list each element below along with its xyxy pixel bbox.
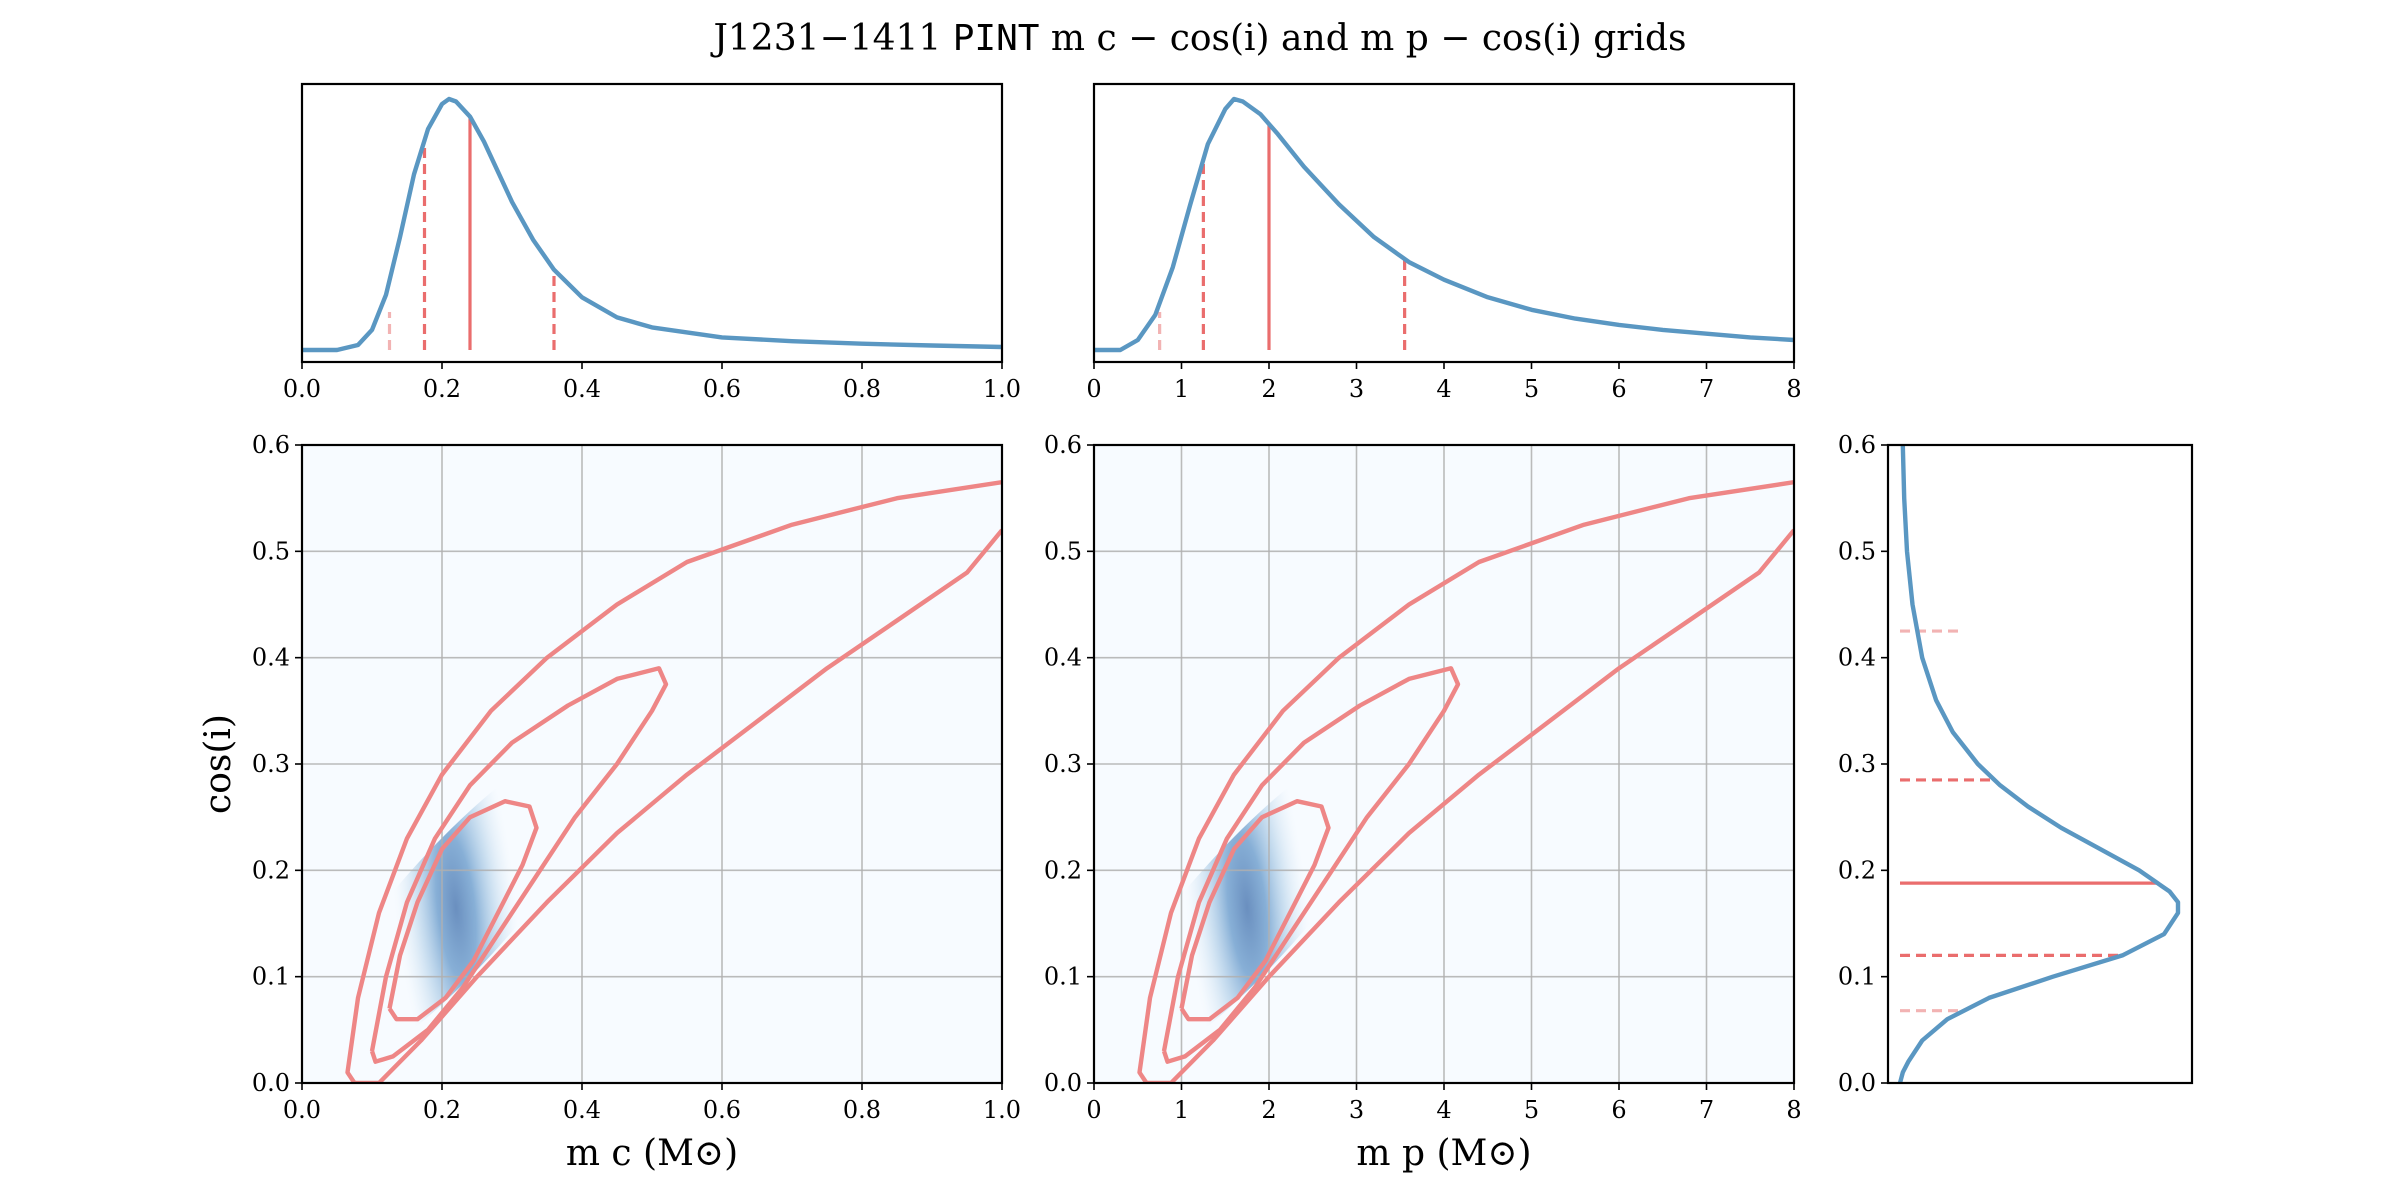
x-tick-label: 0.8 (843, 375, 881, 403)
x-tick-label: 4 (1436, 375, 1451, 403)
y-tick-label: 0.2 (1044, 856, 1082, 884)
y-tick-label: 0.0 (1838, 1069, 1876, 1097)
credible-contour (354, 528, 1002, 1083)
title-prefix: J1231−1411 (709, 18, 952, 59)
y-tick-label: 0.2 (252, 856, 290, 884)
y-tick-label: 0.4 (252, 644, 290, 672)
mc-grid-xlabel: m c (M⊙) (566, 1133, 738, 1174)
axes-frame (1092, 82, 1796, 364)
x-tick-label: 7 (1699, 1096, 1714, 1124)
y-tick-label: 0.1 (1838, 963, 1876, 991)
x-tick-label: 6 (1611, 375, 1626, 403)
x-tick-label: 7 (1699, 375, 1714, 403)
x-tick-label: 1.0 (983, 375, 1021, 403)
contour-layer (345, 480, 1002, 1083)
x-tick-label: 1 (1174, 1096, 1189, 1124)
marginal-pdf-curve (1094, 96, 1795, 353)
y-tick-label: 0.5 (252, 537, 290, 565)
x-tick-label: 0.4 (563, 375, 601, 403)
x-tick-label: 5 (1524, 1096, 1539, 1124)
mp-marginal-panel: 0 1 2 3 4 5 6 7 8 (1086, 82, 1802, 403)
y-tick-label: 0.5 (1838, 537, 1876, 565)
y-tick-label: 0.1 (252, 963, 290, 991)
x-tick-label: 0.2 (423, 375, 461, 403)
mc-cosi-grid-panel: 0.0 0.2 0.4 0.6 0.8 1.0 0.0 0.1 0.2 0.3 0.4 0.5 0.6 (252, 431, 1021, 1124)
x-tick-label: 2 (1261, 375, 1276, 403)
x-tick-label: 6 (1611, 1096, 1626, 1124)
marginal-pdf-curve (302, 96, 1003, 353)
x-tick-label: 0 (1086, 375, 1101, 403)
x-tick-label: 3 (1349, 1096, 1364, 1124)
x-tick-label: 4 (1436, 1096, 1451, 1124)
x-tick-label: 8 (1786, 1096, 1801, 1124)
y-tick-label: 0.6 (1044, 431, 1082, 459)
credible-contour (1179, 799, 1331, 1022)
x-tick-label: 3 (1349, 375, 1364, 403)
y-tick-label: 0.6 (1838, 431, 1876, 459)
x-tick-label: 0.0 (283, 375, 321, 403)
x-tick-label: 1.0 (983, 1096, 1021, 1124)
x-tick-label: 0.8 (843, 1096, 881, 1124)
y-tick-label: 0.6 (252, 431, 290, 459)
y-tick-label: 0.2 (1838, 856, 1876, 884)
cosi-ylabel: cos(i) (198, 714, 239, 814)
mp-cosi-grid-panel: 0 1 2 3 4 5 6 7 8 0.0 0.1 0.2 0.3 0.4 0.5 0.6 (1044, 431, 1802, 1124)
title-mono: PINT (953, 18, 1040, 59)
y-tick-label: 0.4 (1044, 644, 1082, 672)
x-tick-label: 0.2 (423, 1096, 461, 1124)
x-tick-label: 0.4 (563, 1096, 601, 1124)
x-tick-label: 0.6 (703, 375, 741, 403)
x-tick-label: 5 (1524, 375, 1539, 403)
x-tick-label: 0.0 (283, 1096, 321, 1124)
figure-title: J1231−1411 PINT m c − cos(i) and m p − c… (709, 18, 1686, 59)
axes-frame (1886, 443, 2194, 1085)
mc-marginal-panel: 0.0 0.2 0.4 0.6 0.8 1.0 (283, 82, 1021, 403)
x-tick-label: 1 (1174, 375, 1189, 403)
credible-contour (345, 480, 1002, 1083)
y-tick-label: 0.3 (1838, 750, 1876, 778)
x-tick-label: 0 (1086, 1096, 1101, 1124)
marginal-pdf-curve (1897, 444, 2181, 1084)
credible-contour (387, 799, 539, 1022)
mp-grid-xlabel: m p (M⊙) (1356, 1133, 1531, 1174)
credible-contour (1146, 528, 1794, 1083)
y-tick-label: 0.3 (252, 750, 290, 778)
credible-contour (1137, 480, 1794, 1083)
y-tick-label: 0.0 (252, 1069, 290, 1097)
cosi-marginal-panel: 0.0 0.1 0.2 0.3 0.4 0.5 0.6 (1838, 431, 2194, 1097)
contour-layer (1137, 480, 1794, 1083)
x-tick-label: 2 (1261, 1096, 1276, 1124)
y-tick-label: 0.4 (1838, 644, 1876, 672)
axes-frame (300, 82, 1004, 364)
title-suffix: m c − cos(i) and m p − cos(i) grids (1039, 18, 1686, 59)
x-tick-label: 8 (1786, 375, 1801, 403)
y-tick-label: 0.5 (1044, 537, 1082, 565)
y-tick-label: 0.1 (1044, 963, 1082, 991)
y-tick-label: 0.0 (1044, 1069, 1082, 1097)
x-tick-label: 0.6 (703, 1096, 741, 1124)
y-tick-label: 0.3 (1044, 750, 1082, 778)
